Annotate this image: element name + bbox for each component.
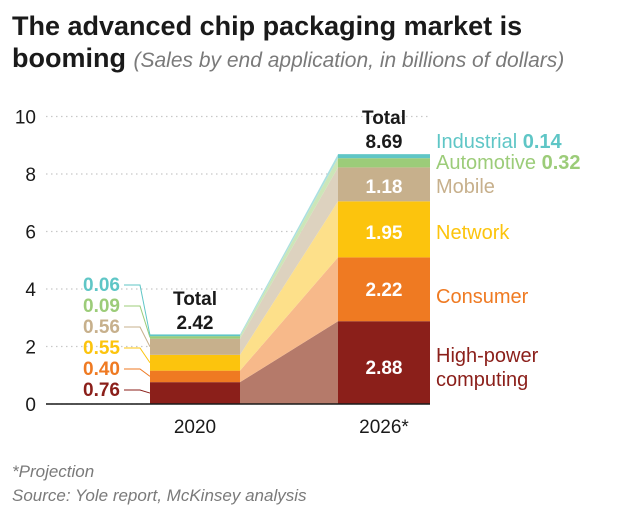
bar-segment (150, 336, 240, 339)
total-value-2020: 2.42 (177, 313, 214, 334)
title-line1: The advanced chip packaging market is (12, 11, 523, 41)
chart-title: The advanced chip packaging market is bo… (12, 10, 612, 77)
legend-value: 0.14 (523, 131, 563, 153)
total-label-2026: Total (362, 108, 406, 129)
leader-line (124, 347, 151, 364)
bar-segment (338, 257, 430, 322)
connector-area (240, 201, 338, 371)
y-tick-label: 4 (25, 280, 36, 301)
y-tick-label: 8 (25, 165, 36, 186)
leader-line (124, 305, 151, 338)
chart-subtitle: (Sales by end application, in billions o… (133, 49, 565, 72)
connector-area (240, 158, 338, 339)
total-label-2020: Total (173, 289, 217, 310)
bar-segment (150, 354, 240, 371)
legend-label: Consumer (436, 286, 529, 308)
source-note: Source: Yole report, McKinsey analysis (12, 486, 307, 505)
x-tick-label: 2020 (174, 417, 216, 438)
segment-value-label: 2.22 (366, 280, 403, 301)
total-value-2026: 8.69 (366, 132, 403, 153)
legend-label: computing (436, 369, 528, 391)
title-line2: booming (12, 43, 126, 73)
bar-segment (150, 370, 240, 383)
segment-value-label: 2.88 (366, 358, 403, 379)
y-tick-label: 10 (15, 108, 36, 129)
bar-segment (338, 154, 430, 159)
y-tick-label: 2 (25, 338, 36, 359)
bar-segment (338, 321, 430, 404)
leader-line (124, 326, 151, 348)
connector-area (240, 154, 338, 337)
y-tick-label: 6 (25, 223, 36, 244)
connector-area (240, 167, 338, 355)
bar-segment (338, 167, 430, 202)
connector-area (240, 321, 338, 404)
segment-value-label: 0.76 (83, 380, 120, 401)
connector-area (240, 257, 338, 383)
leader-line (124, 389, 151, 394)
footnote: *Projection (12, 462, 95, 481)
segment-value-label: 0.09 (83, 296, 120, 317)
leader-line (124, 284, 151, 336)
bar-segment (150, 338, 240, 355)
x-tick-label: 2026* (359, 417, 409, 438)
bar-segment (150, 382, 240, 404)
segment-value-label: 0.06 (83, 275, 120, 296)
segment-value-label: 1.95 (366, 223, 403, 244)
segment-value-label: 0.55 (83, 338, 120, 359)
bar-segment (150, 334, 240, 337)
leader-line (124, 368, 151, 377)
legend-label: Network (436, 222, 510, 244)
legend-label: Industrial 0.14 (436, 131, 563, 153)
bar-segment (338, 158, 430, 168)
bar-segment (338, 201, 430, 258)
segment-value-label: 0.56 (83, 317, 120, 338)
legend-label: High-power (436, 345, 539, 367)
segment-value-label: 0.40 (83, 359, 120, 380)
legend-label: Automotive 0.32 (436, 152, 581, 174)
legend-value: 0.32 (542, 152, 581, 174)
legend-label: Mobile (436, 176, 495, 198)
segment-value-label: 1.18 (366, 177, 403, 198)
y-tick-label: 0 (25, 395, 36, 416)
